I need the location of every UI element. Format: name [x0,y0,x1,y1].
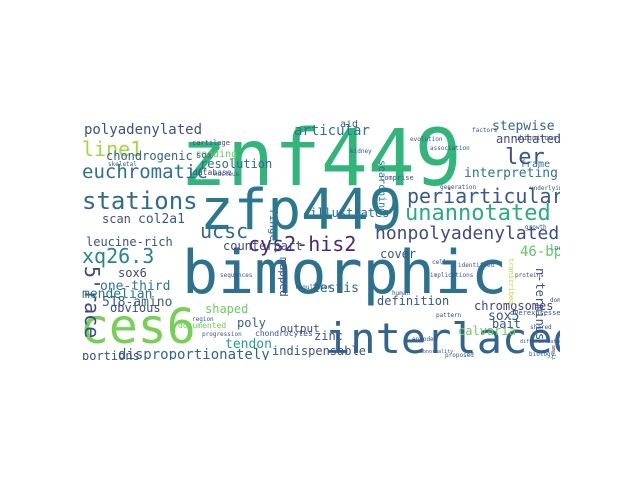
cloud-word: one-third [100,279,171,294]
cloud-word: documented [178,321,227,330]
cloud-word: chondrocytes [255,329,313,338]
cloud-word: factors [472,127,498,134]
cloud-word: identified [458,262,495,269]
cloud-word: cells [432,259,451,266]
cloud-word: sox6 [118,266,147,280]
cloud-word: association [430,145,470,152]
cloud-word: 46-bp [520,244,560,260]
cloud-word: mapped [277,257,290,297]
cloud-word: mendelian [82,287,153,302]
cloud-word: obvious [110,301,161,315]
cloud-word: shaped [205,302,249,316]
cloud-word: differentiation [520,339,560,345]
cloud-word: sox [196,151,213,161]
cloud-word: euchromatic [82,161,208,183]
cloud-word: ler [505,145,545,170]
cloud-word: evolution [410,136,443,143]
cloud-word: unannotated [405,201,551,226]
cloud-word: proteins [515,272,544,279]
cloud-word: illustrates [310,206,390,220]
cloud-word: periarticular [407,184,560,208]
cloud-word: leucine-rich [86,235,173,249]
cloud-word: interlaced [325,314,560,360]
cloud-word: finger [267,208,280,248]
cloud-word: zinc [314,329,343,343]
cloud-word: ces6 [80,299,196,355]
cloud-word: pattern [436,312,462,319]
cloud-word: 5'race [80,266,104,339]
cloud-word: comprise [380,174,414,182]
cloud-word: cover [380,247,417,261]
cloud-word: underlying [530,185,560,192]
cloud-word: cys2-his2 [248,232,357,256]
cloud-word: line1 [82,137,143,161]
cloud-word: bait [492,317,521,331]
cloud-word: 518-amino [102,295,173,310]
cloud-word: znf449 [180,120,462,204]
cloud-word: sox5 [488,309,520,324]
cloud-word: generation [440,184,477,191]
cloud-word: stations [82,187,198,215]
cloud-word: growth [525,224,547,231]
cloud-word: domain [550,297,560,304]
cloud-word: aid [340,120,359,130]
cloud-word: counterpart [223,239,303,253]
cloud-word: polyadenylated [84,122,203,138]
cloud-word: poly [237,316,266,330]
cloud-word: overexpressed [510,309,560,317]
cloud-word: located [550,244,560,252]
cloud-word: chondrogenic [106,149,193,163]
cloud-word: cartilage [192,139,230,147]
cloud-word: chromosomes [474,299,554,313]
cloud-word: col2a1 [138,212,185,227]
cloud-word: xq26.3 [82,244,155,268]
cloud-word: progression [202,331,242,338]
cloud-word: nonpolyadenylated [375,223,560,244]
cloud-word: portions [82,349,140,360]
cloud-word: biology [529,351,555,358]
cloud-word: indispensable [272,344,366,358]
cloud-word: n-terminus [533,268,547,341]
cloud-word: bimorphic [182,238,508,308]
cloud-word: testis [312,281,359,296]
cloud-word: resolution [200,157,273,171]
cloud-word: reading [195,149,238,160]
cloud-word: amplification [550,345,556,360]
cloud-word: human [392,290,411,297]
cloud-word: regulation [295,284,332,291]
cloud-word: ucsc [200,219,249,243]
cloud-word: encodes [412,336,438,343]
cloud-word: abnormality [420,349,454,355]
cloud-word: region [192,316,214,323]
cloud-word: tendon [225,337,272,352]
cloud-word: zfp449 [200,178,403,243]
cloud-word: searching [376,160,387,215]
cloud-word: output [280,322,320,335]
cloud-word: kidney [350,148,372,155]
cloud-word: stepwise [492,120,555,134]
cloud-word: calvaria [458,324,516,338]
cloud-word: definition [377,294,450,308]
cloud-word: annotated [496,132,560,146]
cloud-word: database [193,168,232,177]
cloud-word: interpreting [464,166,558,181]
cloud-word: sequences [220,272,253,279]
cloud-word: frame [520,159,551,170]
cloud-word: implications [430,272,474,279]
cloud-word: proposed [445,352,474,359]
cloud-word: scan [102,212,131,226]
cloud-word: shared [530,324,552,331]
cloud-word: nucleus [214,171,240,178]
word-cloud: znf449 bimorphic zfp449 interlaced ces6 stati… [80,120,560,360]
cloud-word: ubiquitously [515,134,560,142]
cloud-word: articular [294,123,370,139]
cloud-word: disproportionately [118,347,270,360]
cloud-word: transcribed [507,258,515,305]
cloud-word: skeletal [108,161,137,168]
